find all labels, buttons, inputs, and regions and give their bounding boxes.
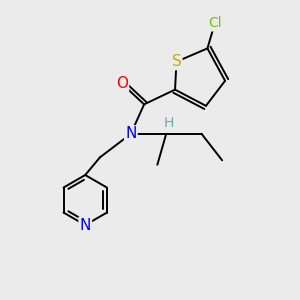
Text: Cl: Cl xyxy=(208,16,222,30)
Text: O: O xyxy=(116,76,128,91)
Text: H: H xyxy=(164,116,174,130)
Text: N: N xyxy=(125,126,136,141)
Text: S: S xyxy=(172,54,182,69)
Text: N: N xyxy=(80,218,91,232)
